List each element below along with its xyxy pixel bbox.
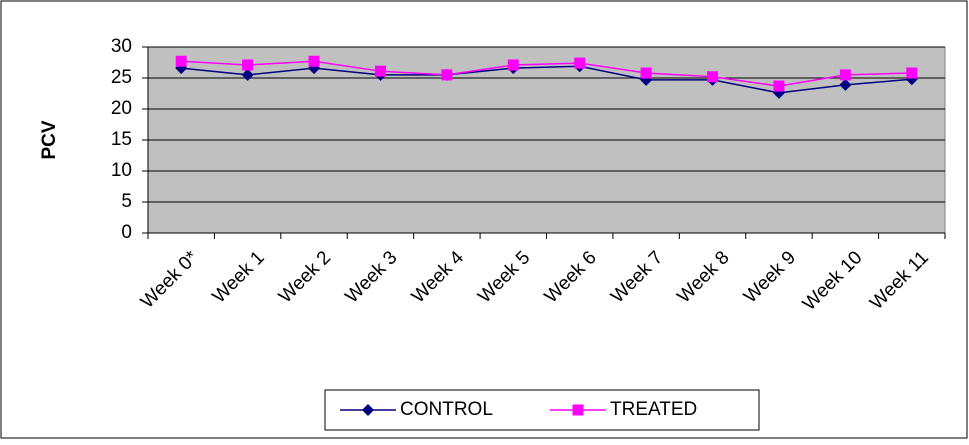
data-point: [308, 55, 320, 67]
legend-marker: [362, 404, 374, 416]
data-point: [374, 65, 386, 77]
data-point: [441, 69, 453, 81]
y-tick-label: 5: [121, 191, 132, 212]
y-axis-label: PCV: [39, 120, 60, 159]
y-tick-label: 30: [111, 36, 132, 57]
y-tick-label: 0: [121, 222, 132, 243]
data-point: [640, 67, 652, 79]
series-line: [181, 60, 912, 87]
data-point: [839, 69, 851, 81]
legend-label: CONTROL: [400, 399, 493, 420]
data-point: [507, 59, 519, 71]
legend-label: TREATED: [610, 399, 697, 420]
data-point: [906, 67, 918, 79]
data-point: [574, 57, 586, 69]
series-line: [181, 65, 912, 94]
data-point: [175, 55, 187, 67]
y-tick-label: 25: [111, 67, 132, 88]
y-tick-label: 10: [111, 160, 132, 181]
data-point: [839, 78, 852, 91]
y-tick-label: 20: [111, 98, 132, 119]
legend-box: [324, 389, 760, 431]
y-tick-label: 15: [111, 129, 132, 150]
data-point: [773, 80, 785, 92]
data-point: [707, 71, 719, 83]
data-point: [241, 68, 254, 81]
legend-marker: [572, 404, 584, 416]
data-point: [242, 59, 254, 71]
